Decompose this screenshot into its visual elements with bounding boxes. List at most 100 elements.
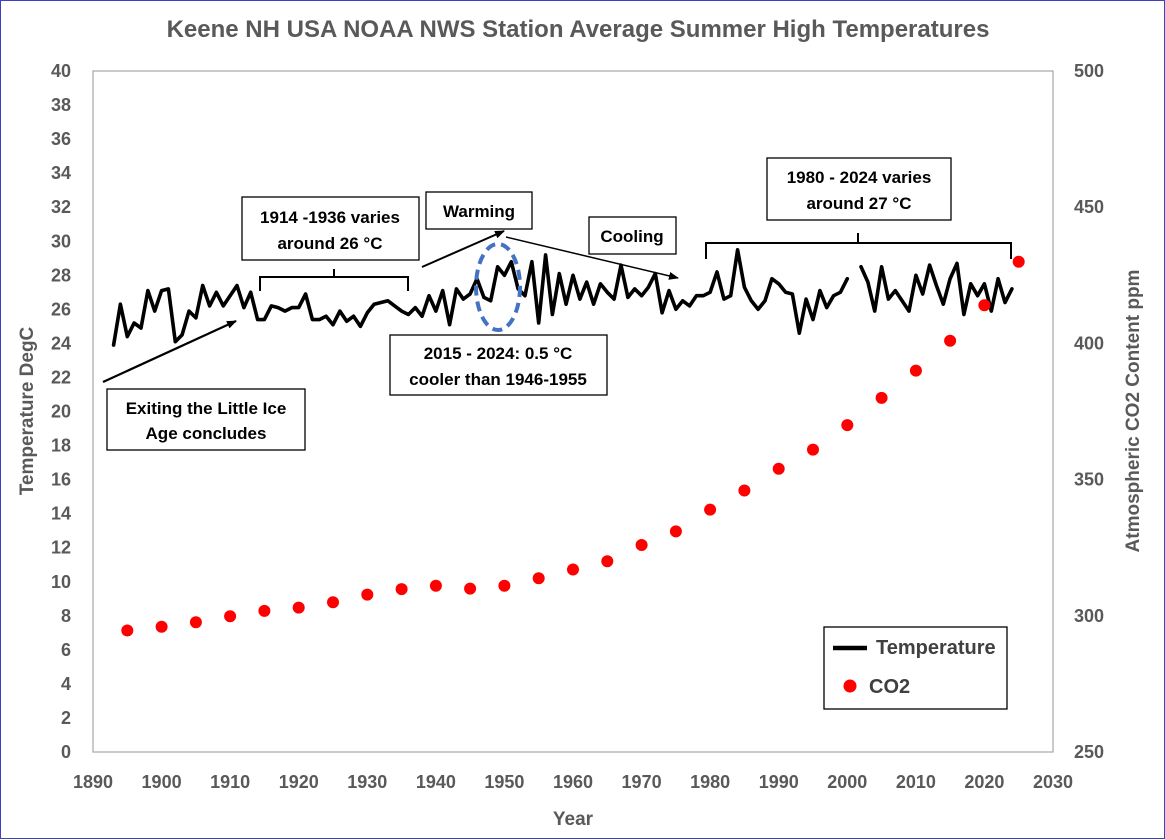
co2-point [909, 364, 922, 377]
co2-point [669, 525, 682, 538]
co2-point [875, 391, 888, 404]
y-left-tick-label: 16 [51, 470, 71, 490]
x-tick-label: 2020 [964, 772, 1004, 792]
y-left-tick-label: 26 [51, 299, 71, 319]
y-left-tick-label: 24 [51, 333, 71, 353]
y-right-tick-label: 300 [1074, 606, 1104, 626]
y-right-tick-label: 350 [1074, 470, 1104, 490]
co2-point [258, 604, 271, 617]
svg-text:Exiting the Little Ice: Exiting the Little Ice [126, 399, 287, 418]
co2-point [498, 579, 511, 592]
svg-text:1914 -1936 varies: 1914 -1936 varies [260, 208, 400, 227]
co2-point [807, 443, 819, 456]
co2-point [635, 539, 648, 551]
x-tick-label: 1920 [279, 772, 319, 792]
legend: Temperature CO2 [823, 626, 1008, 710]
svg-text:2015 - 2024: 0.5 °C: 2015 - 2024: 0.5 °C [424, 344, 573, 363]
warming-arrow [421, 230, 505, 268]
co2-point [601, 555, 614, 568]
y-left-tick-label: 12 [51, 538, 71, 558]
x-tick-label: 1950 [484, 772, 524, 792]
chart-title: Keene NH USA NOAA NWS Station Average Su… [167, 16, 990, 43]
x-tick-label: 1990 [759, 772, 799, 792]
x-axis-label: Year [553, 809, 594, 830]
temperature-line-segment [859, 261, 1014, 317]
legend-co2-label: CO2 [869, 676, 910, 698]
temperature-series [111, 248, 1014, 347]
annotation-1914-1936: 1914 -1936 varies around 26 °C [241, 196, 420, 261]
co2-point [944, 334, 957, 347]
co2-point [978, 299, 991, 312]
co2-point [738, 484, 751, 497]
svg-text:Age concludes: Age concludes [146, 424, 267, 443]
y-left-tick-label: 20 [51, 402, 71, 422]
x-tick-label: 2010 [896, 772, 936, 792]
y-left-tick-label: 28 [51, 265, 71, 285]
legend-co2-swatch [843, 679, 857, 693]
y-right-axis-label: Atmospheric CO2 Content ppm [1123, 270, 1144, 553]
y-left-tick-label: 10 [51, 572, 71, 592]
co2-point [1012, 255, 1025, 268]
y-right-tick-label: 250 [1074, 742, 1104, 762]
annotation-cooling: Cooling [588, 216, 677, 255]
x-tick-label: 1960 [553, 772, 593, 792]
annotation-2015-2024: 2015 - 2024: 0.5 °C cooler than 1946-195… [389, 334, 608, 396]
y-left-tick-label: 32 [51, 197, 71, 217]
y-right-ticks: 250 300 350 400 450 500 [1074, 61, 1104, 762]
y-left-tick-label: 4 [61, 674, 71, 694]
x-tick-label: 1890 [73, 772, 113, 792]
y-left-axis-label: Temperature DegC [17, 326, 38, 495]
y-right-tick-label: 500 [1074, 61, 1104, 81]
co2-point [464, 582, 477, 595]
cooling-arrow [505, 236, 679, 280]
y-left-tick-label: 38 [51, 95, 71, 115]
y-left-tick-label: 14 [51, 504, 71, 524]
y-left-tick-label: 22 [51, 367, 71, 387]
x-tick-label: 1940 [416, 772, 456, 792]
y-left-tick-label: 2 [61, 708, 71, 728]
y-left-tick-label: 0 [61, 742, 71, 762]
svg-text:around 26 °C: around 26 °C [277, 234, 382, 253]
y-left-tick-label: 8 [61, 606, 71, 626]
co2-point [155, 620, 168, 633]
temperature-line-segment [111, 248, 850, 347]
co2-point [327, 596, 339, 609]
co2-point [704, 503, 717, 516]
y-left-tick-label: 36 [51, 129, 71, 149]
y-left-tick-label: 6 [61, 640, 71, 660]
y-right-tick-label: 450 [1074, 197, 1104, 217]
svg-text:Cooling: Cooling [600, 227, 663, 246]
brace-1914-1936 [259, 269, 409, 291]
co2-point [567, 563, 579, 576]
y-left-tick-label: 18 [51, 436, 71, 456]
annotation-warming: Warming [425, 191, 533, 230]
x-tick-label: 1930 [347, 772, 387, 792]
x-tick-label: 2030 [1033, 772, 1073, 792]
svg-text:Warming: Warming [443, 202, 515, 221]
legend-temperature-label: Temperature [876, 637, 996, 659]
x-tick-label: 2000 [827, 772, 867, 792]
x-ticks: 1890 1900 1910 1920 1930 1940 1950 1960 1970 1980… [73, 772, 1073, 792]
y-right-tick-label: 400 [1074, 333, 1104, 353]
brace-1980-2024 [705, 233, 1012, 259]
svg-text:1980 - 2024 varies: 1980 - 2024 varies [787, 168, 932, 187]
annotation-1980-2024: 1980 - 2024 varies around 27 °C [766, 157, 952, 221]
co2-point [429, 579, 442, 592]
co2-point [361, 588, 374, 601]
co2-point [189, 616, 202, 629]
plot-area [92, 70, 1054, 753]
x-tick-label: 1900 [142, 772, 182, 792]
y-left-tick-label: 40 [51, 61, 71, 81]
highlight-ellipse [474, 242, 522, 332]
co2-point [224, 610, 237, 623]
co2-point [395, 583, 408, 596]
annotation-exiting: Exiting the Little Ice Age concludes [106, 388, 306, 451]
x-tick-label: 1980 [690, 772, 730, 792]
y-left-tick-label: 30 [51, 231, 71, 251]
svg-text:around 27 °C: around 27 °C [806, 194, 911, 213]
co2-point [532, 572, 545, 585]
x-tick-label: 1970 [622, 772, 662, 792]
